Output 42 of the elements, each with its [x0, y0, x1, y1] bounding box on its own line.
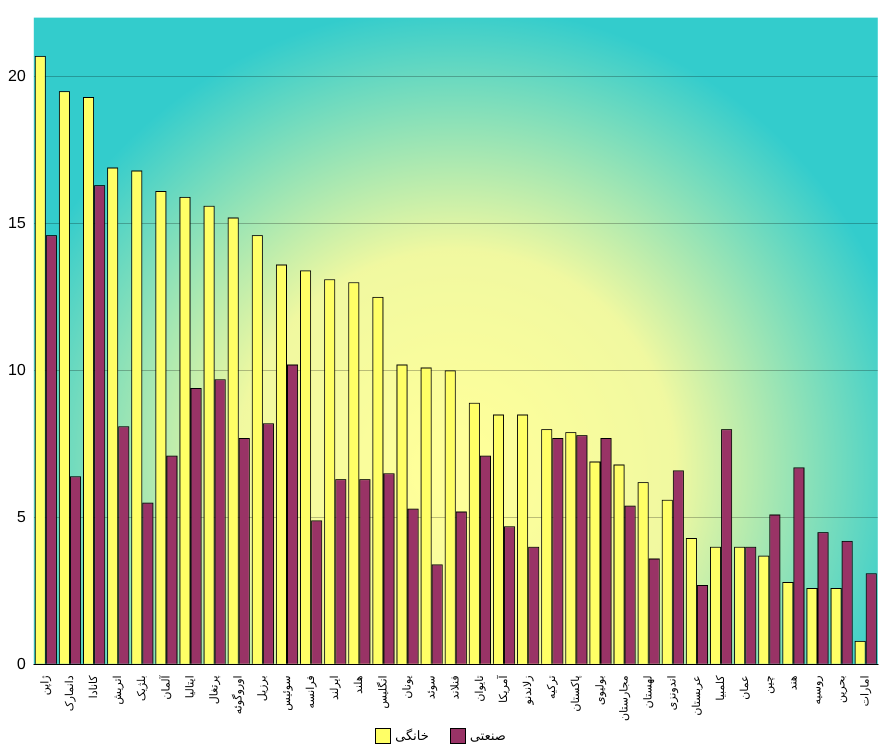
x-tick-label: ایتالیا	[183, 675, 196, 698]
legend-label: صنعتی	[470, 728, 506, 744]
x-tick-label: بلژیک	[135, 675, 148, 702]
x-tick-label: برزیل	[256, 675, 269, 702]
y-tick-label: 0	[16, 656, 26, 673]
x-tick-label: ترکیه	[545, 675, 558, 699]
y-tick-label: 20	[8, 68, 26, 85]
x-tick-label: تایوان	[472, 675, 486, 702]
x-tick-label: عربستان	[690, 675, 703, 716]
x-tick-label: پاکستان	[569, 675, 582, 712]
x-tick-label: بولیوی	[593, 675, 606, 706]
y-tick-label: 5	[16, 508, 26, 526]
x-tick-label: هلند	[352, 675, 366, 694]
x-tick-label: هند	[786, 675, 800, 690]
x-tick-label: زلاندنو	[521, 675, 534, 706]
x-tick-label: بحرین	[834, 675, 848, 704]
x-tick-label: لهستان	[642, 675, 655, 708]
x-tick-label: مجارستان	[617, 675, 630, 722]
y-tick-label: 10	[8, 362, 26, 379]
x-tick-label: فرانسه	[304, 675, 317, 709]
x-tick-label: روسیه	[810, 675, 824, 704]
x-tick-label: کلمبیا	[714, 674, 727, 701]
x-tick-label: دانمارک	[62, 675, 76, 712]
x-tick-label: اندونزی	[666, 675, 679, 710]
x-tick-label: امارات	[858, 675, 872, 706]
x-tick-label: ایرلند	[328, 675, 342, 700]
x-tick-label: سوئد	[424, 675, 438, 700]
x-tick-label: یونان	[400, 675, 414, 699]
x-tick-label: انگلیس	[376, 675, 390, 709]
x-tick-label: فنلاند	[448, 675, 462, 700]
legend-label: خانگی	[395, 728, 429, 744]
y-tick-label: 15	[8, 214, 26, 232]
x-tick-label: کانادا	[86, 674, 100, 698]
x-tick-label: آلمان	[158, 674, 172, 700]
x-tick-label: سوئیس	[280, 675, 293, 711]
x-tick-label: اتریش	[111, 675, 124, 705]
x-tick-label: چین	[762, 675, 776, 694]
x-tick-label: ژاپن	[38, 675, 52, 696]
x-tick-label: اوروگوئه	[232, 675, 245, 714]
x-tick-label: پرتغال	[208, 675, 221, 704]
x-tick-label: آمریکا	[496, 674, 510, 703]
x-tick-label: عمان	[738, 675, 752, 700]
